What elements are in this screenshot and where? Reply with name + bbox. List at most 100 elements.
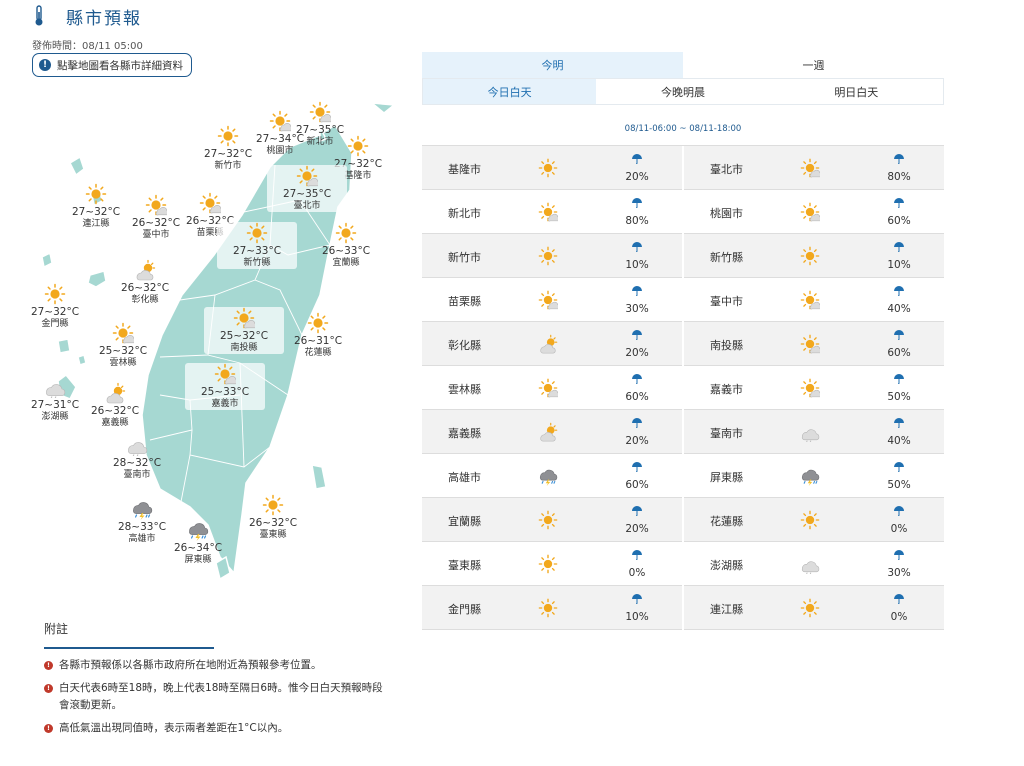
- map-pin[interactable]: 26~32°C 臺中市: [116, 194, 196, 241]
- sun-icon: [800, 598, 820, 618]
- map-pin-name: 花蓮縣: [304, 348, 332, 358]
- map-pin-name: 雲林縣: [109, 358, 137, 368]
- map-pin[interactable]: 27~33°C 新竹縣: [217, 222, 297, 269]
- county-name: 新北市: [448, 207, 481, 220]
- issue-time: 發佈時間：08/11 05:00: [32, 41, 143, 52]
- sun-icon: [246, 222, 268, 244]
- forecast-cell[interactable]: 臺中市 40%: [684, 278, 944, 322]
- forecast-cell[interactable]: 澎湖縣 30%: [684, 542, 944, 586]
- map-pin-temp: 26~32°C: [120, 282, 170, 294]
- sun-cloud-icon: [233, 307, 255, 329]
- tab-today-day[interactable]: 今日白天: [423, 79, 597, 104]
- cloud-sun-icon: [540, 334, 558, 354]
- forecast-cell[interactable]: 金門縣 10%: [422, 586, 682, 630]
- note-item: ! 高低氣溫出現同值時，表示兩者差距在1°C以內。: [44, 720, 384, 737]
- map-pin[interactable]: 25~33°C 嘉義市: [185, 363, 265, 410]
- note-text: 各縣市預報係以各縣市政府所在地附近為預報參考位置。: [59, 659, 322, 671]
- thunder-rain-icon: [133, 502, 153, 520]
- forecast-cell[interactable]: 新竹市 10%: [422, 234, 682, 278]
- map-pin[interactable]: 25~32°C 南投縣: [204, 307, 284, 354]
- map-pin[interactable]: 27~32°C 連江縣: [56, 183, 136, 230]
- map-pin-name: 澎湖縣: [41, 412, 69, 422]
- rain-probability: 80%: [887, 171, 911, 183]
- map-pin-temp: 27~35°C: [282, 188, 332, 200]
- thunder-rain-icon: [189, 523, 209, 541]
- umbrella-icon: [632, 550, 642, 560]
- map-pin[interactable]: 26~32°C 苗栗縣: [170, 192, 250, 239]
- map-pin-name: 新竹市: [214, 161, 242, 171]
- map-pin[interactable]: 28~32°C 臺南市: [97, 434, 177, 481]
- map-pin[interactable]: 28~33°C 高雄市: [102, 498, 182, 545]
- note-item: ! 各縣市預報係以各縣市政府所在地附近為預報參考位置。: [44, 657, 384, 674]
- map-pin[interactable]: 26~32°C 嘉義縣: [75, 382, 155, 429]
- forecast-cell[interactable]: 高雄市 60%: [422, 454, 682, 498]
- county-name: 臺中市: [710, 295, 743, 308]
- thermometer-icon: [35, 5, 43, 26]
- sun-icon: [335, 222, 357, 244]
- map-pin[interactable]: 27~31°C 澎湖縣: [15, 376, 95, 423]
- map-pin-name: 新竹縣: [243, 258, 271, 268]
- forecast-cell[interactable]: 新竹縣 10%: [684, 234, 944, 278]
- map-pin-temp: 27~32°C: [71, 206, 121, 218]
- umbrella-icon: [632, 242, 642, 252]
- forecast-cell[interactable]: 桃園市 60%: [684, 190, 944, 234]
- county-name: 新竹市: [448, 251, 481, 264]
- umbrella-icon: [632, 154, 642, 164]
- map-pin[interactable]: 27~35°C 新北市: [280, 101, 360, 148]
- map-pin[interactable]: 26~32°C 臺東縣: [233, 494, 313, 541]
- forecast-cell[interactable]: 嘉義縣 20%: [422, 410, 682, 454]
- umbrella-icon: [632, 374, 642, 384]
- rain-probability: 10%: [887, 259, 911, 271]
- map-pin[interactable]: 27~35°C 臺北市: [267, 165, 347, 212]
- map-pin[interactable]: 27~34°C 桃園市: [240, 110, 320, 157]
- map-pin[interactable]: 26~34°C 屏東縣: [158, 519, 238, 566]
- sun-cloud-icon: [296, 165, 318, 187]
- umbrella-icon: [632, 286, 642, 296]
- cloud-sun-icon: [106, 382, 126, 404]
- forecast-cell[interactable]: 臺南市 40%: [684, 410, 944, 454]
- map-pin-temp: 27~33°C: [232, 245, 282, 257]
- map-pin-name: 苗栗縣: [196, 228, 224, 238]
- forecast-cell[interactable]: 宜蘭縣 20%: [422, 498, 682, 542]
- forecast-cell[interactable]: 基隆市 20%: [422, 146, 682, 190]
- rain-probability: 20%: [625, 347, 649, 359]
- forecast-cell[interactable]: 嘉義市 50%: [684, 366, 944, 410]
- forecast-cell[interactable]: 彰化縣 20%: [422, 322, 682, 366]
- cloud-sun-icon: [540, 422, 558, 442]
- tab-week[interactable]: 一週: [683, 52, 944, 78]
- map-pin-temp: 26~34°C: [173, 542, 223, 554]
- map-hint-label: 點擊地圖看各縣市詳細資料: [57, 59, 183, 72]
- forecast-cell[interactable]: 屏東縣 50%: [684, 454, 944, 498]
- map-pin[interactable]: 27~32°C 新竹市: [188, 125, 268, 172]
- map-pin[interactable]: 26~31°C 花蓮縣: [278, 312, 358, 359]
- forecast-cell[interactable]: 南投縣 60%: [684, 322, 944, 366]
- map-pin[interactable]: 25~32°C 雲林縣: [83, 322, 163, 369]
- taiwan-map[interactable]: 27~32°C 新竹市 27~34°C 桃園市 27~35°C 新北市 27~32°C 基隆市…: [30, 95, 410, 595]
- forecast-cell[interactable]: 連江縣 0%: [684, 586, 944, 630]
- tab-tomorrow-day[interactable]: 明日白天: [769, 79, 943, 104]
- thunder-rain-icon: [539, 469, 558, 486]
- umbrella-icon: [894, 374, 904, 384]
- rain-probability: 50%: [887, 479, 911, 491]
- map-pin-name: 臺北市: [293, 201, 321, 211]
- tab-today-tomorrow[interactable]: 今明: [422, 52, 683, 78]
- sun-icon: [262, 494, 284, 516]
- map-pin[interactable]: 26~32°C 彰化縣: [105, 259, 185, 306]
- forecast-cell[interactable]: 雲林縣 60%: [422, 366, 682, 410]
- county-name: 桃園市: [710, 207, 743, 220]
- forecast-cell[interactable]: 苗栗縣 30%: [422, 278, 682, 322]
- map-pin-name: 連江縣: [82, 219, 110, 229]
- info-icon: !: [39, 59, 51, 71]
- forecast-cell[interactable]: 新北市 80%: [422, 190, 682, 234]
- map-pin-temp: 26~32°C: [90, 405, 140, 417]
- forecast-cell[interactable]: 花蓮縣 0%: [684, 498, 944, 542]
- map-hint-button[interactable]: ! 點擊地圖看各縣市詳細資料: [32, 53, 192, 77]
- sun-cloud-icon: [214, 363, 236, 385]
- tab-tonight[interactable]: 今晚明晨: [596, 79, 770, 104]
- forecast-cell[interactable]: 臺東縣 0%: [422, 542, 682, 586]
- map-pin[interactable]: 27~32°C 金門縣: [15, 283, 95, 330]
- forecast-cell[interactable]: 臺北市 80%: [684, 146, 944, 190]
- map-pin[interactable]: 26~33°C 宜蘭縣: [306, 222, 386, 269]
- sun-icon: [44, 283, 66, 305]
- note-text: 高低氣溫出現同值時，表示兩者差距在1°C以內。: [59, 722, 289, 734]
